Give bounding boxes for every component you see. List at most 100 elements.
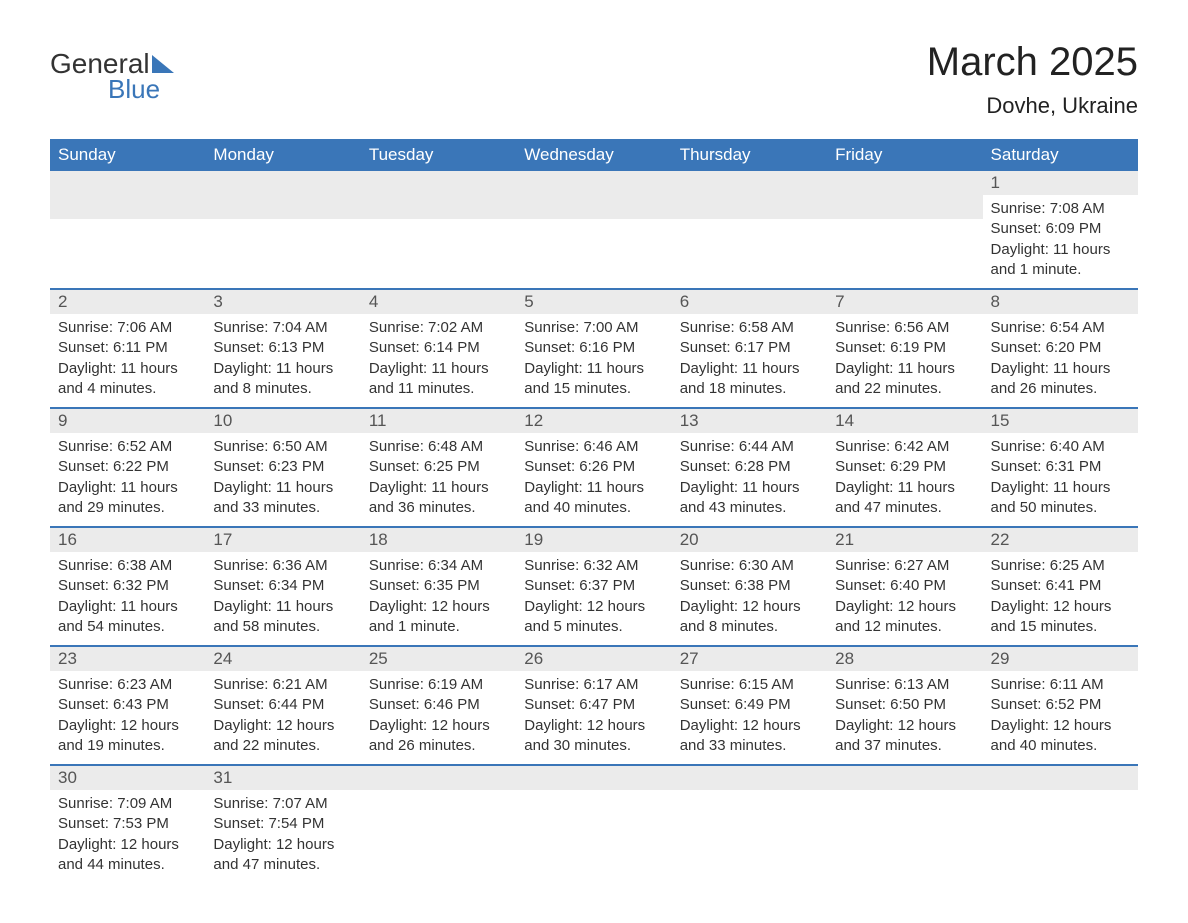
daylight-line1: Daylight: 11 hours: [680, 478, 819, 498]
daylight-line2: and 29 minutes.: [58, 498, 197, 518]
day-content: Sunrise: 6:52 AMSunset: 6:22 PMDaylight:…: [50, 433, 205, 526]
day-content: Sunrise: 6:15 AMSunset: 6:49 PMDaylight:…: [672, 671, 827, 764]
daylight-line1: Daylight: 11 hours: [991, 240, 1130, 260]
calendar-cell: 12Sunrise: 6:46 AMSunset: 6:26 PMDayligh…: [516, 408, 671, 527]
sunset-text: Sunset: 6:11 PM: [58, 338, 197, 358]
day-content: Sunrise: 6:11 AMSunset: 6:52 PMDaylight:…: [983, 671, 1138, 764]
day-content: Sunrise: 7:02 AMSunset: 6:14 PMDaylight:…: [361, 314, 516, 407]
calendar-cell: 18Sunrise: 6:34 AMSunset: 6:35 PMDayligh…: [361, 527, 516, 646]
empty-day-header: [361, 766, 516, 790]
calendar-cell: 11Sunrise: 6:48 AMSunset: 6:25 PMDayligh…: [361, 408, 516, 527]
sunrise-text: Sunrise: 6:44 AM: [680, 437, 819, 457]
sunrise-text: Sunrise: 6:32 AM: [524, 556, 663, 576]
daylight-line1: Daylight: 11 hours: [213, 597, 352, 617]
empty-day-header: [516, 766, 671, 790]
calendar-cell: [516, 765, 671, 883]
calendar-cell: 23Sunrise: 6:23 AMSunset: 6:43 PMDayligh…: [50, 646, 205, 765]
sunrise-text: Sunrise: 6:54 AM: [991, 318, 1130, 338]
daylight-line1: Daylight: 12 hours: [58, 835, 197, 855]
sunrise-text: Sunrise: 6:13 AM: [835, 675, 974, 695]
sunrise-text: Sunrise: 6:19 AM: [369, 675, 508, 695]
daylight-line2: and 1 minute.: [369, 617, 508, 637]
sunset-text: Sunset: 6:26 PM: [524, 457, 663, 477]
day-number: 10: [205, 409, 360, 433]
daylight-line2: and 43 minutes.: [680, 498, 819, 518]
day-content: Sunrise: 6:21 AMSunset: 6:44 PMDaylight:…: [205, 671, 360, 764]
logo: General Blue: [50, 40, 174, 105]
sunrise-text: Sunrise: 6:11 AM: [991, 675, 1130, 695]
daylight-line1: Daylight: 11 hours: [369, 478, 508, 498]
daylight-line1: Daylight: 11 hours: [58, 478, 197, 498]
day-number: 23: [50, 647, 205, 671]
daylight-line1: Daylight: 12 hours: [835, 597, 974, 617]
day-number: 2: [50, 290, 205, 314]
daylight-line1: Daylight: 12 hours: [369, 716, 508, 736]
calendar-week-row: 2Sunrise: 7:06 AMSunset: 6:11 PMDaylight…: [50, 289, 1138, 408]
daylight-line1: Daylight: 11 hours: [369, 359, 508, 379]
day-number: 16: [50, 528, 205, 552]
day-number: 21: [827, 528, 982, 552]
calendar-cell: 30Sunrise: 7:09 AMSunset: 7:53 PMDayligh…: [50, 765, 205, 883]
calendar-cell: 31Sunrise: 7:07 AMSunset: 7:54 PMDayligh…: [205, 765, 360, 883]
calendar-cell: [827, 171, 982, 289]
empty-day-header: [50, 171, 205, 195]
daylight-line2: and 18 minutes.: [680, 379, 819, 399]
sunrise-text: Sunrise: 7:09 AM: [58, 794, 197, 814]
day-number: 13: [672, 409, 827, 433]
daylight-line2: and 54 minutes.: [58, 617, 197, 637]
calendar-cell: 25Sunrise: 6:19 AMSunset: 6:46 PMDayligh…: [361, 646, 516, 765]
empty-day-header: [672, 766, 827, 790]
daylight-line2: and 33 minutes.: [213, 498, 352, 518]
logo-triangle-icon: [152, 55, 174, 73]
day-number: 29: [983, 647, 1138, 671]
day-content: Sunrise: 6:48 AMSunset: 6:25 PMDaylight:…: [361, 433, 516, 526]
calendar-cell: [516, 171, 671, 289]
day-number: 30: [50, 766, 205, 790]
daylight-line2: and 36 minutes.: [369, 498, 508, 518]
day-number: 8: [983, 290, 1138, 314]
sunset-text: Sunset: 6:16 PM: [524, 338, 663, 358]
day-number: 22: [983, 528, 1138, 552]
calendar-cell: 28Sunrise: 6:13 AMSunset: 6:50 PMDayligh…: [827, 646, 982, 765]
day-number: 20: [672, 528, 827, 552]
sunset-text: Sunset: 6:34 PM: [213, 576, 352, 596]
location: Dovhe, Ukraine: [927, 93, 1138, 119]
calendar-cell: 26Sunrise: 6:17 AMSunset: 6:47 PMDayligh…: [516, 646, 671, 765]
weekday-sunday: Sunday: [50, 139, 205, 171]
day-content: Sunrise: 6:19 AMSunset: 6:46 PMDaylight:…: [361, 671, 516, 764]
sunrise-text: Sunrise: 6:46 AM: [524, 437, 663, 457]
empty-day-header: [672, 195, 827, 219]
day-content: Sunrise: 6:44 AMSunset: 6:28 PMDaylight:…: [672, 433, 827, 526]
calendar-week-row: 30Sunrise: 7:09 AMSunset: 7:53 PMDayligh…: [50, 765, 1138, 883]
day-number: 7: [827, 290, 982, 314]
calendar-cell: 10Sunrise: 6:50 AMSunset: 6:23 PMDayligh…: [205, 408, 360, 527]
calendar-cell: 7Sunrise: 6:56 AMSunset: 6:19 PMDaylight…: [827, 289, 982, 408]
calendar-cell: 27Sunrise: 6:15 AMSunset: 6:49 PMDayligh…: [672, 646, 827, 765]
day-content: Sunrise: 6:42 AMSunset: 6:29 PMDaylight:…: [827, 433, 982, 526]
day-number: 5: [516, 290, 671, 314]
sunset-text: Sunset: 6:20 PM: [991, 338, 1130, 358]
daylight-line1: Daylight: 12 hours: [680, 716, 819, 736]
daylight-line2: and 58 minutes.: [213, 617, 352, 637]
empty-day-header: [672, 171, 827, 195]
daylight-line2: and 11 minutes.: [369, 379, 508, 399]
daylight-line1: Daylight: 12 hours: [991, 716, 1130, 736]
header-row: General Blue March 2025 Dovhe, Ukraine: [50, 40, 1138, 119]
daylight-line1: Daylight: 12 hours: [524, 716, 663, 736]
daylight-line1: Daylight: 12 hours: [835, 716, 974, 736]
daylight-line1: Daylight: 12 hours: [524, 597, 663, 617]
sunrise-text: Sunrise: 6:25 AM: [991, 556, 1130, 576]
day-number: 12: [516, 409, 671, 433]
day-content: Sunrise: 7:00 AMSunset: 6:16 PMDaylight:…: [516, 314, 671, 407]
daylight-line1: Daylight: 11 hours: [991, 478, 1130, 498]
sunset-text: Sunset: 6:41 PM: [991, 576, 1130, 596]
daylight-line2: and 47 minutes.: [213, 855, 352, 875]
sunrise-text: Sunrise: 6:38 AM: [58, 556, 197, 576]
empty-day-header: [205, 171, 360, 195]
sunset-text: Sunset: 6:43 PM: [58, 695, 197, 715]
calendar-cell: 8Sunrise: 6:54 AMSunset: 6:20 PMDaylight…: [983, 289, 1138, 408]
calendar-cell: [827, 765, 982, 883]
sunset-text: Sunset: 6:35 PM: [369, 576, 508, 596]
day-content: Sunrise: 6:54 AMSunset: 6:20 PMDaylight:…: [983, 314, 1138, 407]
daylight-line2: and 15 minutes.: [524, 379, 663, 399]
